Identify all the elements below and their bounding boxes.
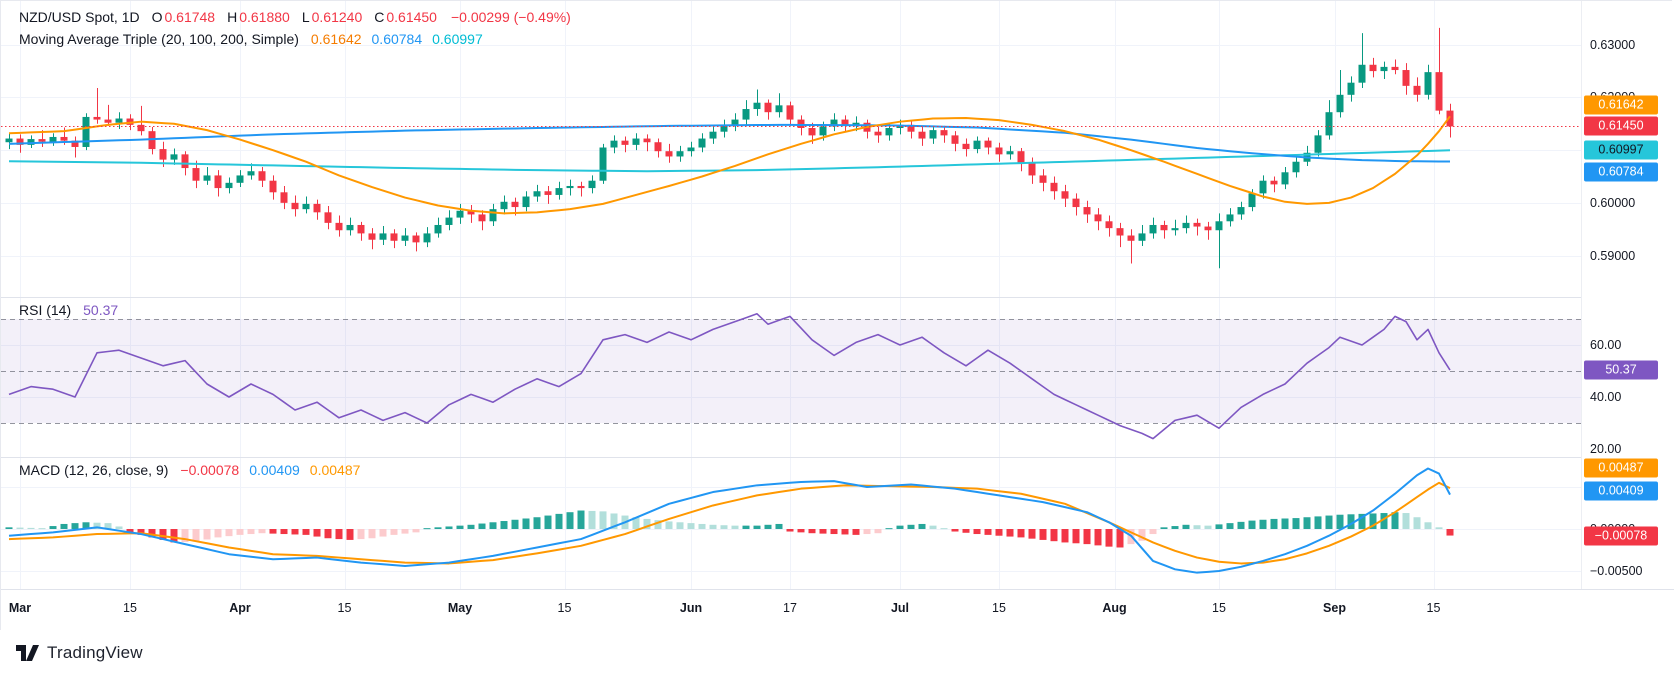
rsi-value: 50.37 — [83, 302, 119, 318]
axis-time-tick: 15 — [337, 601, 352, 615]
axis-price-tick: 40.00 — [1590, 390, 1622, 404]
price-axis[interactable]: 0.630000.620000.610000.600000.5900060.00… — [1581, 1, 1674, 589]
macd-legend-row[interactable]: MACD (12, 26, close, 9) −0.00078 0.00409 0.… — [19, 462, 372, 478]
price-badge: −0.00078 — [1584, 526, 1658, 546]
ma-indicator-label: Moving Average Triple (20, 100, 200, Sim… — [19, 31, 299, 47]
axis-time-tick: 15 — [1212, 601, 1226, 615]
macd-values: −0.00078 0.00409 0.00487 — [180, 462, 361, 478]
price-badge: 0.61450 — [1584, 116, 1658, 136]
price-badge: 50.37 — [1584, 360, 1658, 380]
axis-time-tick: 15 — [1426, 601, 1441, 615]
price-badge: 0.00487 — [1584, 458, 1658, 478]
axis-price-tick: −0.00500 — [1590, 564, 1643, 578]
price-badge: 0.60784 — [1584, 162, 1658, 182]
rsi-legend-row[interactable]: RSI (14) 50.37 — [19, 302, 130, 318]
tradingview-logo-link[interactable]: TradingView — [16, 643, 143, 663]
axis-price-tick: 0.63000 — [1590, 37, 1636, 52]
axis-time-tick: Mar — [8, 601, 32, 615]
axis-price-tick: 60.00 — [1590, 338, 1622, 352]
axis-time-tick: 15 — [992, 601, 1006, 615]
price-badge: 0.61642 — [1584, 95, 1658, 115]
tradingview-logo-text: TradingView — [47, 642, 143, 662]
macd-indicator-label: MACD (12, 26, close, 9) — [19, 462, 169, 478]
price-chart-canvas[interactable] — [1, 1, 1581, 589]
chart-frame: NZD/USD Spot, 1D O 0.61748 H 0.61880 L 0.61240… — [0, 0, 1674, 632]
ma-legend-row[interactable]: Moving Average Triple (20, 100, 200, Sim… — [19, 31, 495, 47]
rsi-indicator-label: RSI (14) — [19, 302, 72, 318]
time-axis[interactable]: Mar 15 Apr 15 May 15 Jun 17 Jul 15 Aug 15 Sep 15 — [1, 589, 1674, 632]
axis-time-tick: Apr — [229, 601, 251, 615]
change-value: −0.00299 (−0.49%) — [450, 9, 571, 25]
ma-values: 0.61642 0.60784 0.60997 — [310, 31, 483, 47]
price-badge: 0.00409 — [1584, 481, 1658, 501]
footer-bar: TradingView — [0, 631, 1674, 674]
symbol-legend-row[interactable]: NZD/USD Spot, 1D O 0.61748 H 0.61880 L 0.61240… — [19, 9, 573, 25]
axis-time-tick: Jun — [679, 601, 703, 615]
ohlc-values: O 0.61748 H 0.61880 L 0.61240 C 0.61450 — [151, 9, 437, 25]
symbol-title: NZD/USD Spot, 1D — [19, 9, 140, 25]
axis-price-tick: 0.59000 — [1590, 248, 1636, 263]
axis-time-tick: Aug — [1102, 601, 1127, 615]
axis-time-tick: May — [447, 601, 473, 615]
axis-price-tick: 20.00 — [1590, 442, 1622, 456]
axis-time-tick: 15 — [123, 601, 137, 615]
axis-time-tick: 17 — [783, 601, 797, 615]
tradingview-logo-icon — [16, 645, 39, 661]
axis-price-tick: 0.60000 — [1590, 195, 1636, 210]
axis-time-tick: Jul — [890, 601, 910, 615]
price-badge: 0.60997 — [1584, 140, 1658, 160]
axis-time-tick: Sep — [1323, 601, 1346, 615]
axis-time-tick: 15 — [557, 601, 572, 615]
